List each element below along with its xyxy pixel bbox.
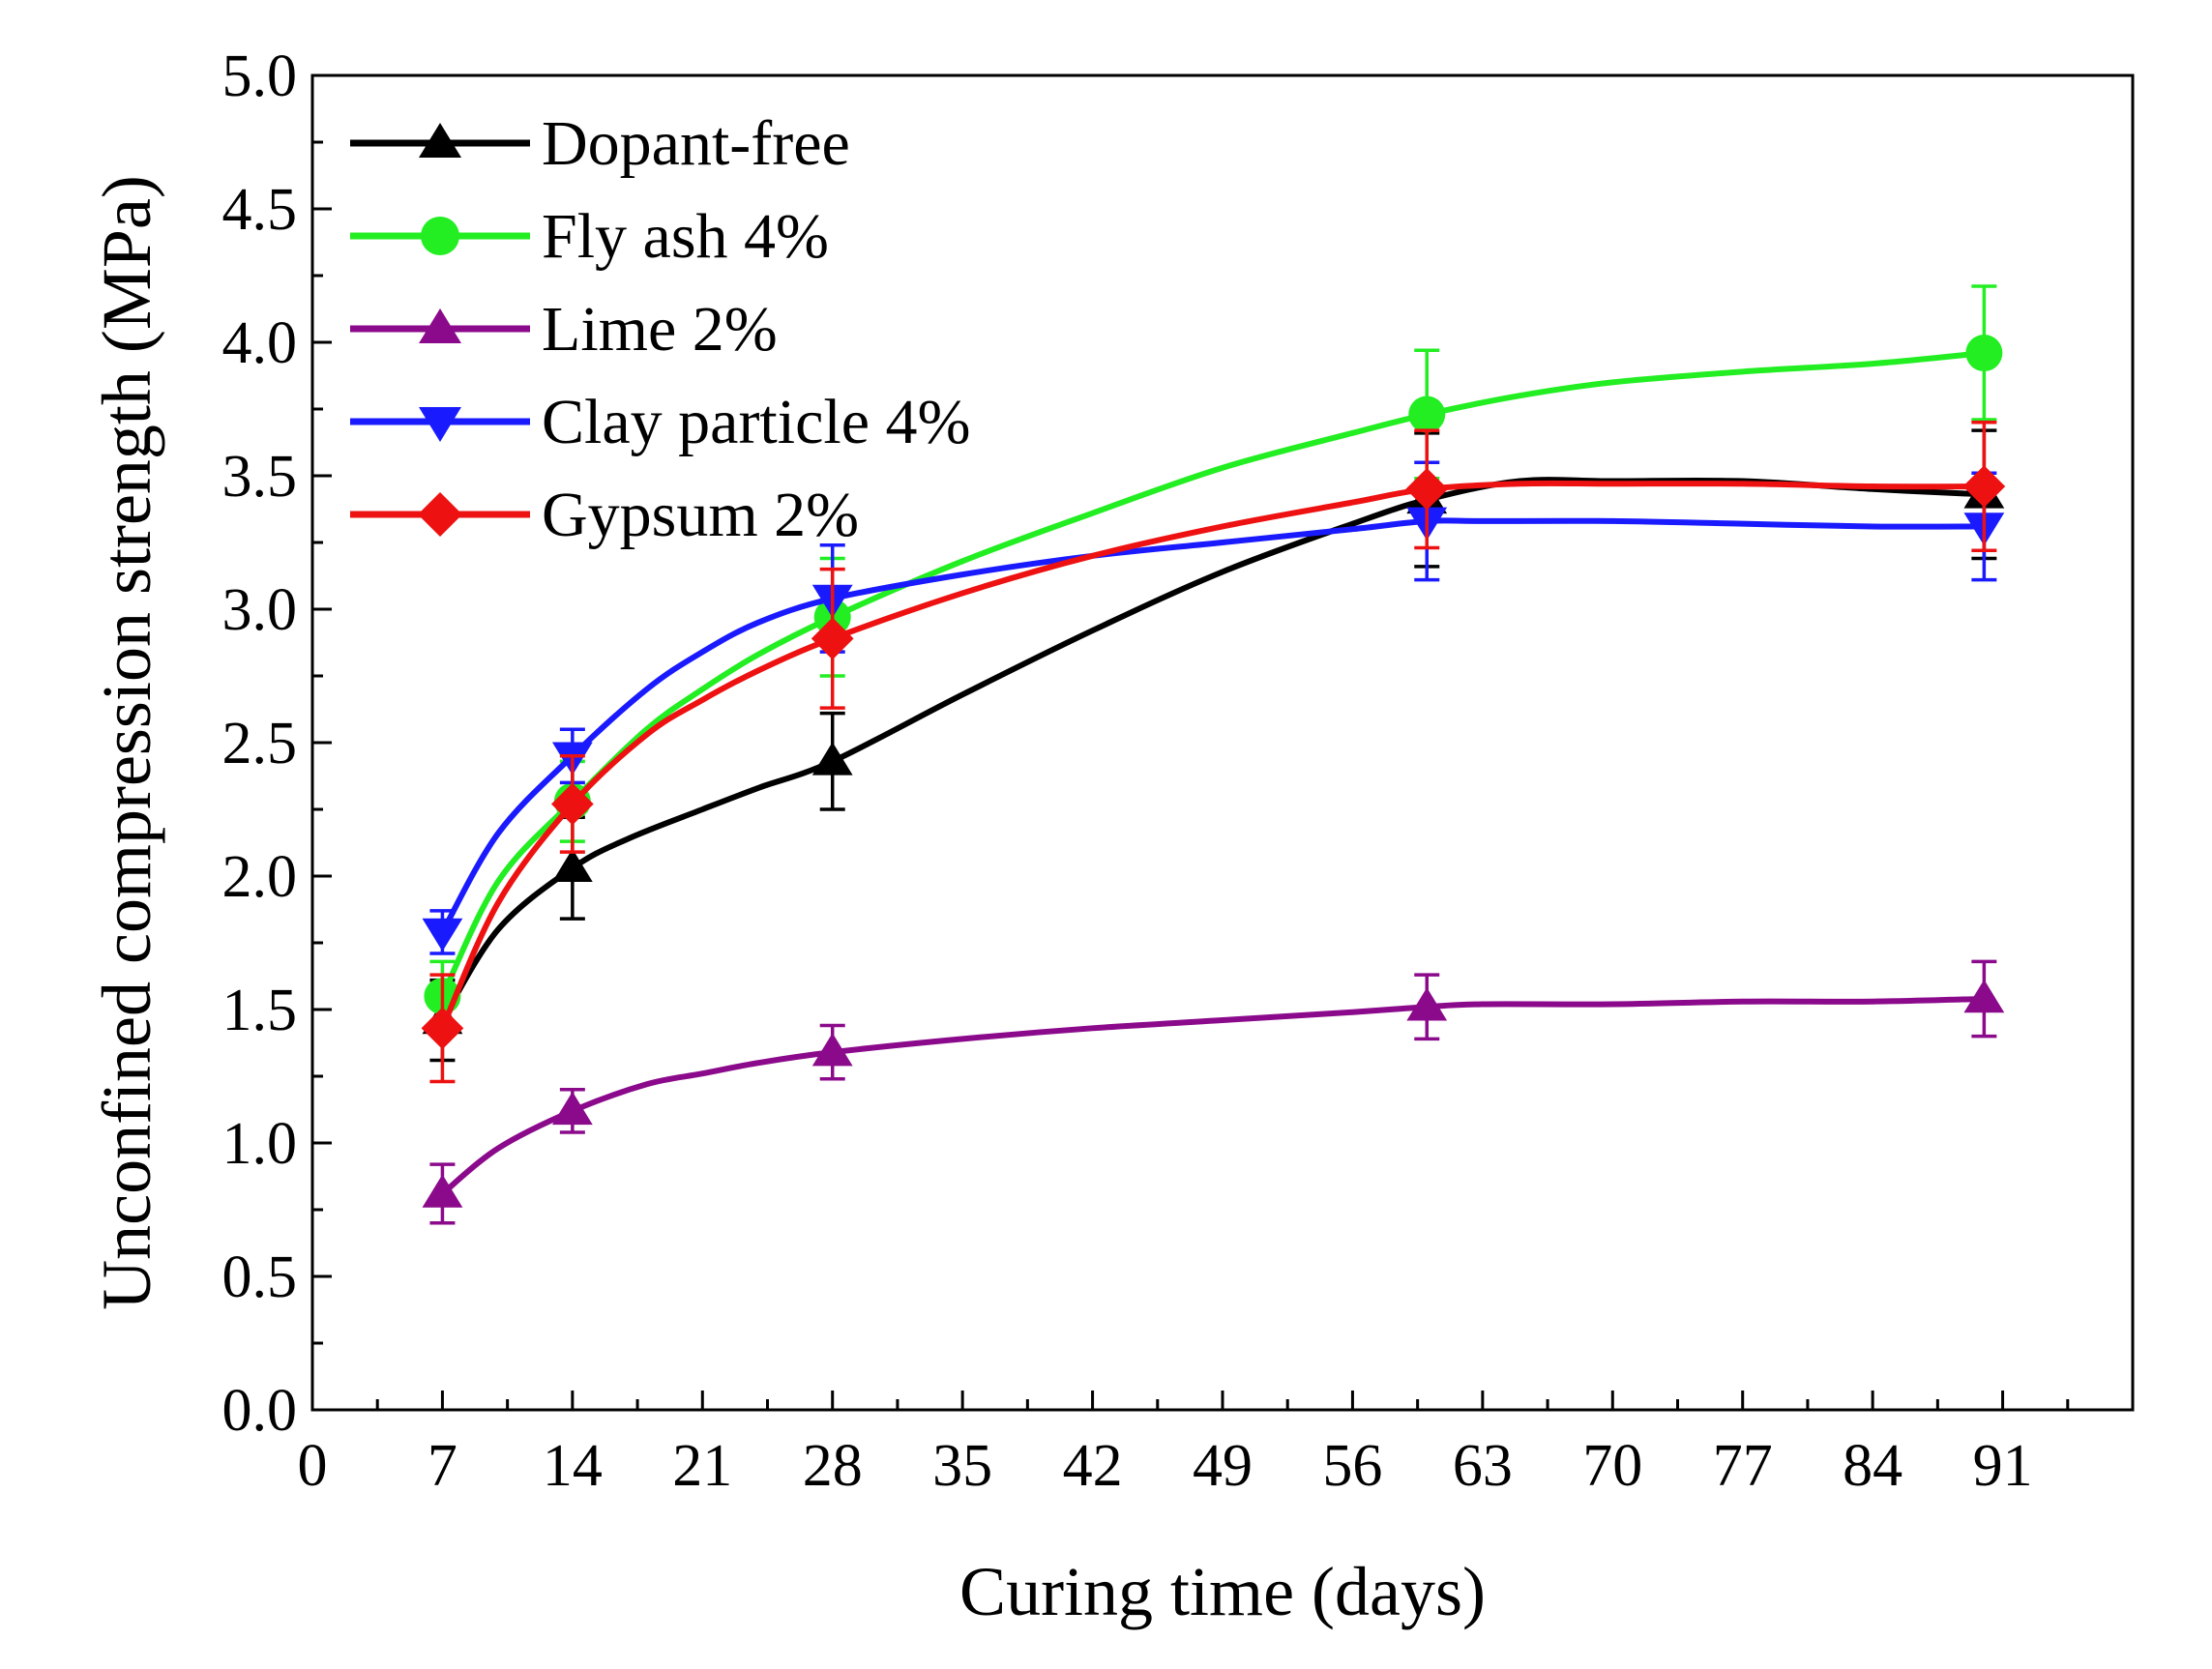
y-tick-label: 3.5: [222, 444, 298, 510]
data-point: [1406, 987, 1448, 1021]
y-tick-label: 5.0: [222, 44, 298, 109]
data-point: [551, 848, 593, 882]
data-point: [1405, 467, 1449, 511]
legend-item: Dopant-free: [350, 108, 850, 179]
y-tick-label: 4.0: [222, 310, 298, 376]
y-tick-label: 2.5: [222, 711, 298, 776]
data-point: [1965, 335, 2003, 372]
legend-item: Clay particle 4%: [350, 387, 971, 457]
x-tick-label: 7: [428, 1433, 457, 1499]
legend-item: Gypsum 2%: [350, 480, 859, 550]
series-layer: [421, 284, 2006, 1225]
data-point: [811, 1033, 853, 1067]
y-axis-title: Unconfined compression strength (MPa): [88, 175, 165, 1310]
series-line: [439, 477, 1988, 1024]
data-point: [421, 1007, 464, 1050]
legend-label: Gypsum 2%: [542, 480, 859, 550]
legend-marker: [418, 492, 462, 537]
legend: Dopant-free Fly ash 4% Lime 2% Clay particl…: [350, 108, 971, 550]
legend-marker: [419, 407, 461, 442]
x-tick-label: 28: [803, 1433, 863, 1499]
data-point: [811, 617, 854, 660]
y-tick-label: 0.5: [222, 1244, 298, 1310]
x-tick-label: 63: [1453, 1433, 1513, 1499]
data-point: [811, 742, 853, 776]
legend-marker: [419, 308, 461, 343]
y-tick-label: 1.0: [222, 1111, 298, 1177]
x-tick-label: 77: [1713, 1433, 1773, 1499]
x-axis-title: Curing time (days): [959, 1553, 1486, 1630]
x-tick-labels: 0 7 14 21 28 35 42 49 56 63 70 77 84 91: [298, 1433, 2033, 1499]
y-tick-label: 4.5: [222, 177, 298, 243]
series-line: [439, 517, 1988, 935]
x-tick-label: 42: [1063, 1433, 1123, 1499]
x-tick-label: 84: [1843, 1433, 1902, 1499]
data-point: [551, 1091, 593, 1126]
y-tick-labels: 0.0 0.5 1.0 1.5 2.0 2.5 3.0 3.5 4.0 4.5 5.0: [222, 44, 298, 1444]
data-point: [1963, 980, 2005, 1013]
x-tick-label: 91: [1973, 1433, 2033, 1499]
y-tick-label: 1.5: [222, 978, 298, 1043]
x-tick-label: 56: [1322, 1433, 1382, 1499]
data-point: [422, 918, 463, 952]
x-tick-label: 70: [1582, 1433, 1642, 1499]
data-point: [1408, 395, 1446, 433]
data-point: [1962, 465, 2006, 508]
legend-marker: [419, 123, 461, 158]
data-point: [422, 1174, 463, 1208]
x-tick-label: 21: [672, 1433, 732, 1499]
series-lime-2-: [422, 959, 2005, 1225]
legend-label: Fly ash 4%: [542, 201, 829, 272]
data-point: [551, 782, 594, 826]
x-tick-label: 0: [298, 1433, 328, 1499]
series-gypsum-2-: [421, 421, 2006, 1084]
legend-item: Fly ash 4%: [350, 201, 829, 272]
legend-label: Lime 2%: [542, 294, 778, 365]
axis-ticks: [310, 73, 2070, 1412]
y-tick-label: 2.0: [222, 844, 298, 910]
legend-label: Clay particle 4%: [542, 387, 971, 457]
legend-marker: [421, 217, 459, 255]
x-tick-label: 35: [932, 1433, 992, 1499]
series-line: [439, 995, 1988, 1197]
series-line: [439, 480, 1988, 1032]
plot-frame: [310, 73, 2135, 1412]
y-tick-label: 3.0: [222, 577, 298, 643]
y-tick-label: 0.0: [222, 1378, 298, 1444]
x-tick-label: 14: [543, 1433, 603, 1499]
x-tick-label: 49: [1193, 1433, 1253, 1499]
legend-label: Dopant-free: [542, 108, 850, 179]
legend-item: Lime 2%: [350, 294, 778, 365]
